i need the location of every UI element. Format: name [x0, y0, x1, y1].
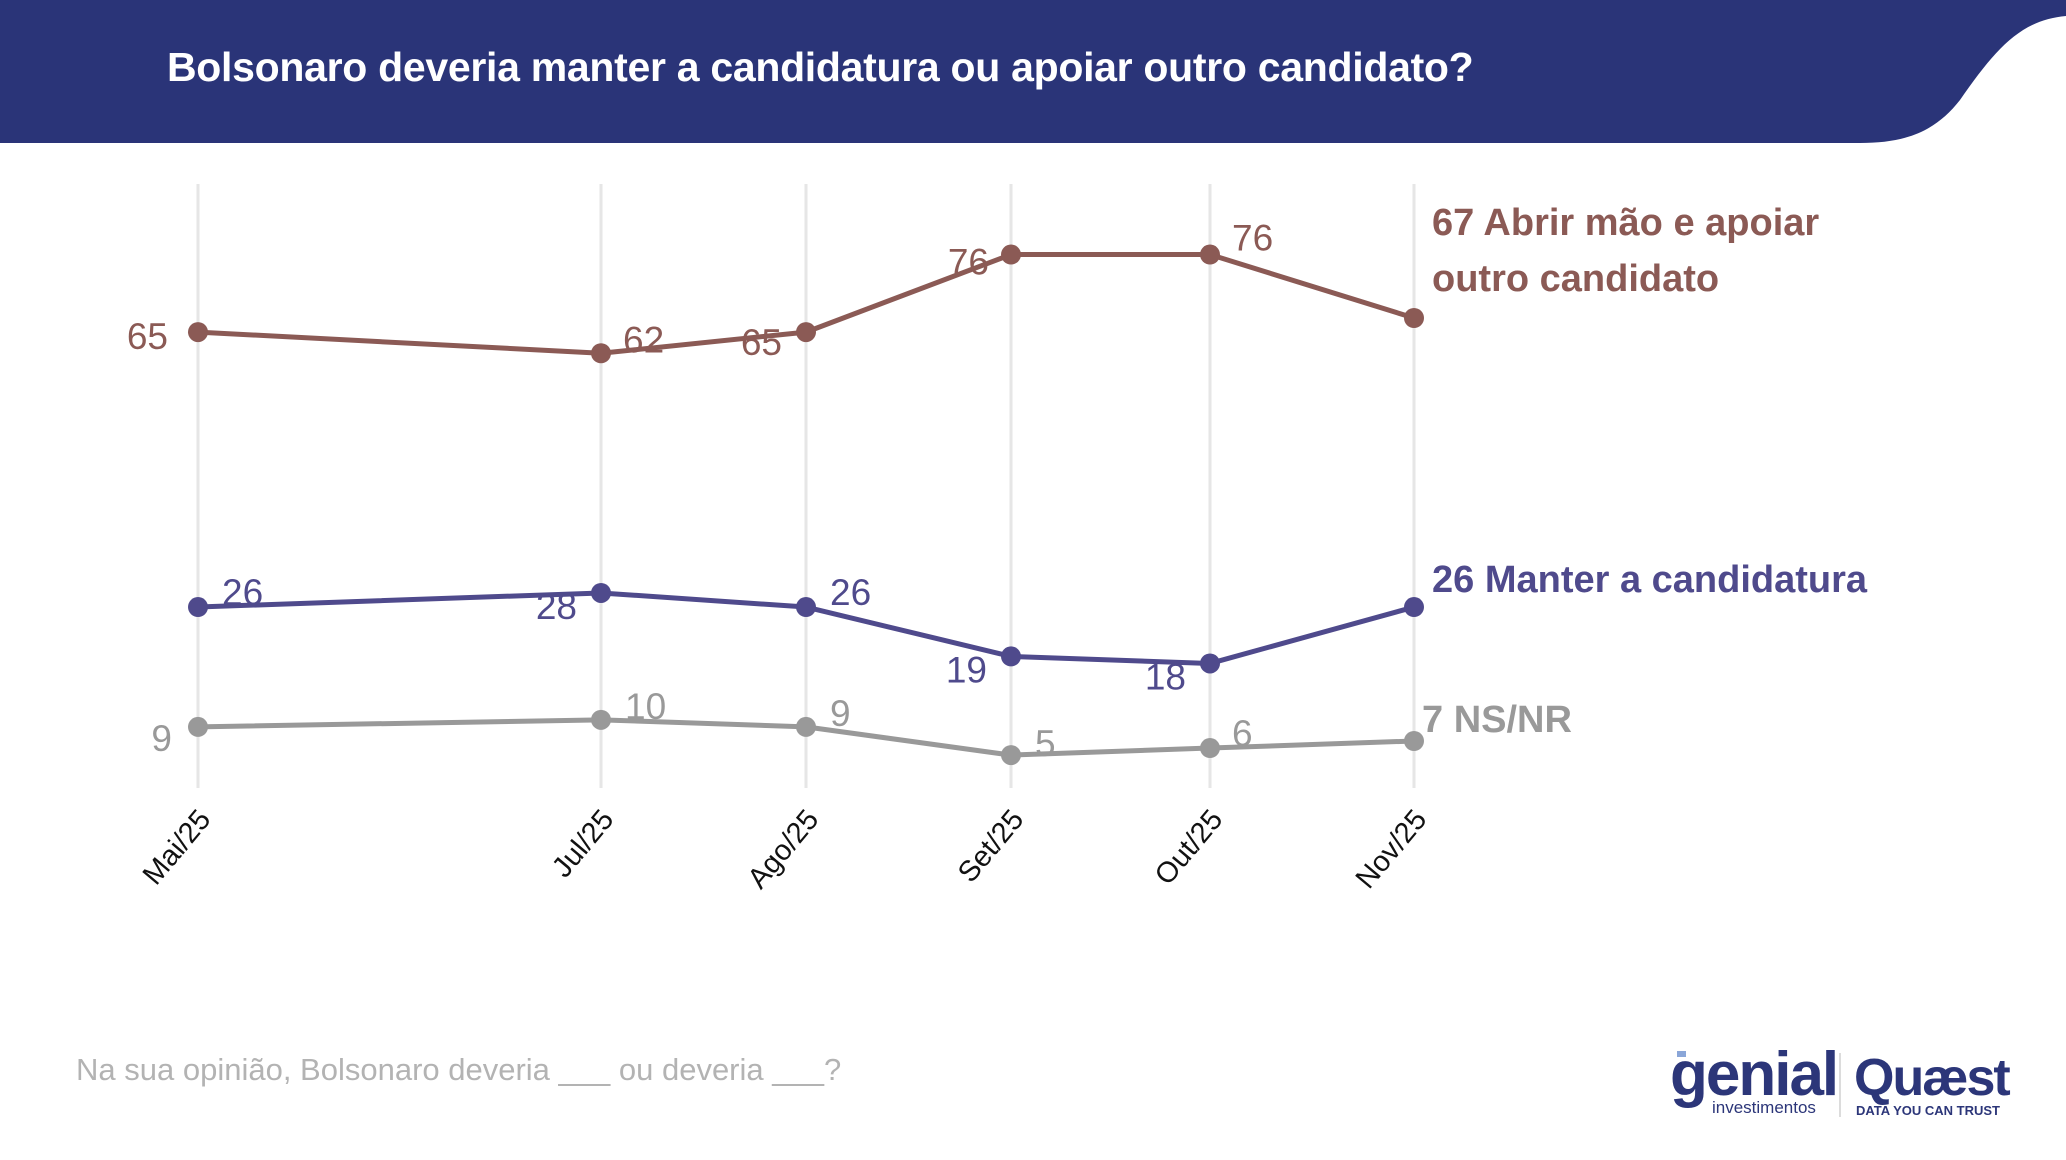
quaest-wordmark: Quæst — [1854, 1049, 2010, 1107]
data-label: 9 — [151, 718, 172, 759]
data-point — [188, 322, 208, 343]
data-label: 76 — [1232, 218, 1273, 259]
genial-wordmark: genial — [1670, 1045, 1837, 1109]
data-label: 5 — [1035, 723, 1056, 764]
data-label: 26 — [830, 572, 871, 613]
brand-logos: genial investimentos Quæst DATA YOU CAN … — [1670, 1045, 2012, 1118]
x-tick-label: Mai/25 — [137, 804, 217, 891]
data-point — [1200, 738, 1220, 759]
data-label: 10 — [625, 686, 666, 727]
data-point — [1200, 653, 1220, 674]
x-tick-label: Jul/25 — [546, 804, 620, 884]
data-label: 62 — [623, 319, 664, 360]
header-band — [0, 0, 2066, 143]
series-line — [197, 717, 1415, 758]
series-1: 26 28 26 19 18 26 Manter a candidatura — [188, 559, 1868, 697]
data-point — [591, 582, 611, 603]
data-label: 6 — [1232, 713, 1253, 754]
x-axis-ticks: Mai/25 Jul/25 Ago/25 Set/25 Out/25 Nov/25 — [137, 804, 1433, 895]
series-line — [197, 252, 1415, 356]
data-point — [1404, 731, 1424, 751]
genial-logo: genial investimentos — [1670, 1045, 1839, 1117]
data-point — [188, 597, 208, 618]
series-line — [197, 590, 1415, 666]
data-point — [1001, 244, 1021, 265]
data-point — [796, 597, 816, 618]
x-tick-label: Out/25 — [1149, 804, 1229, 891]
question-footnote: Na sua opinião, Bolsonaro deveria ___ ou… — [76, 1052, 842, 1087]
data-label: 19 — [946, 649, 987, 690]
data-label: 26 — [222, 572, 263, 613]
x-tick-label: Nov/25 — [1350, 804, 1434, 895]
data-point — [1001, 745, 1021, 766]
genial-subtitle: investimentos — [1712, 1098, 1816, 1117]
data-point — [1001, 646, 1021, 667]
data-point — [591, 343, 611, 364]
data-label: 65 — [741, 322, 782, 363]
gridlines — [196, 184, 1416, 788]
data-point — [188, 716, 208, 737]
data-point — [796, 716, 816, 737]
data-label: 65 — [127, 316, 168, 357]
data-label: 9 — [830, 693, 851, 734]
genial-accent-mark — [1677, 1051, 1686, 1057]
x-tick-label: Set/25 — [952, 804, 1030, 889]
data-point — [1404, 308, 1424, 328]
data-point — [796, 322, 816, 343]
series-0: 65 62 65 76 76 67 Abrir mão e apoiar outro can… — [127, 202, 1819, 364]
series-end-label: 26 Manter a candidatura — [1432, 559, 1868, 601]
data-label: 28 — [536, 586, 577, 627]
data-point — [1404, 597, 1424, 618]
page-title: Bolsonaro deveria manter a candidatura o… — [167, 44, 1474, 90]
quaest-tagline: DATA YOU CAN TRUST — [1856, 1103, 2000, 1118]
data-label: 76 — [948, 242, 989, 283]
series-end-label: outro candidato — [1432, 258, 1719, 300]
data-point — [591, 709, 611, 730]
series-2: 9 10 9 5 6 7 NS/NR — [151, 686, 1572, 766]
quaest-logo: Quæst DATA YOU CAN TRUST — [1854, 1049, 2012, 1118]
series-end-label: 7 NS/NR — [1422, 699, 1572, 741]
x-tick-label: Ago/25 — [742, 804, 826, 895]
series-end-label: 67 Abrir mão e apoiar — [1432, 202, 1819, 244]
data-label: 18 — [1145, 656, 1186, 697]
data-point — [1200, 244, 1220, 265]
